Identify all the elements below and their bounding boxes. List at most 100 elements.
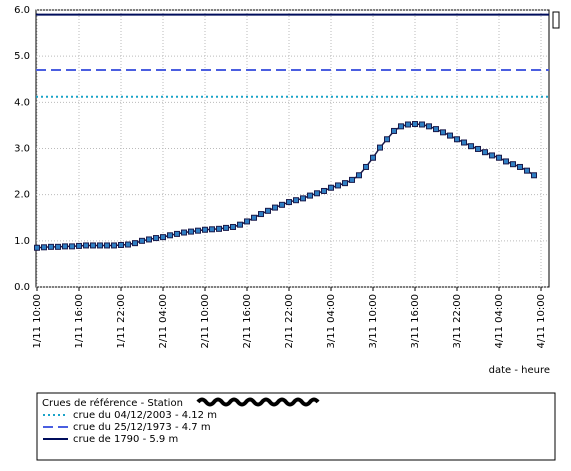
data-point	[328, 184, 334, 191]
data-point	[398, 123, 404, 130]
x-tick-label: 1/11 22:00	[116, 294, 127, 348]
x-tick-label: 3/11 10:00	[368, 294, 379, 348]
y-tick-label: 0.0	[14, 282, 30, 293]
legend-label: crue du 04/12/2003 - 4.12 m	[73, 410, 217, 421]
data-point	[118, 241, 124, 248]
data-point	[125, 241, 131, 248]
x-tick-label: 3/11 22:00	[452, 294, 463, 348]
x-tick-label: 3/11 16:00	[410, 294, 421, 348]
data-point	[279, 201, 285, 208]
data-point	[146, 236, 152, 243]
data-point	[97, 242, 103, 249]
data-point	[377, 144, 383, 151]
data-point	[111, 242, 117, 249]
data-point	[461, 139, 467, 146]
data-point	[69, 243, 75, 250]
x-tick-label: 1/11 16:00	[74, 294, 85, 348]
data-point	[517, 163, 523, 170]
data-point	[440, 129, 446, 136]
legend-label: crue du 25/12/1973 - 4.7 m	[73, 422, 211, 433]
y-tick-label: 3.0	[14, 144, 30, 155]
data-point	[244, 218, 250, 225]
data-point	[195, 227, 201, 234]
y-tick-label: 2.0	[14, 190, 30, 201]
legend-title: Crues de référence - Station	[42, 397, 183, 409]
data-point	[349, 176, 355, 183]
data-point	[188, 228, 194, 235]
data-point	[76, 242, 82, 249]
data-point	[454, 136, 460, 143]
x-tick-label: 4/11 10:00	[536, 294, 547, 348]
data-point	[34, 244, 40, 251]
data-point	[237, 221, 243, 228]
x-tick-label: 3/11 04:00	[326, 294, 337, 348]
data-point	[251, 214, 257, 221]
data-point	[496, 154, 502, 161]
data-point	[286, 199, 292, 206]
data-point	[356, 172, 362, 179]
x-tick-label: 1/11 10:00	[32, 294, 43, 348]
x-tick-label: 2/11 10:00	[200, 294, 211, 348]
data-point	[174, 230, 180, 237]
data-point	[181, 229, 187, 236]
data-point	[391, 127, 397, 134]
data-point	[307, 192, 313, 199]
y-tick-label: 6.0	[14, 5, 30, 16]
data-point	[167, 232, 173, 239]
data-point	[223, 224, 229, 231]
data-point	[426, 123, 432, 130]
data-point	[321, 187, 327, 194]
data-point	[132, 240, 138, 247]
data-point	[468, 143, 474, 150]
data-point	[83, 242, 89, 249]
data-point	[412, 121, 418, 128]
x-tick-label: 4/11 04:00	[494, 294, 505, 348]
data-point	[62, 243, 68, 250]
data-point	[90, 242, 96, 249]
data-point	[384, 136, 390, 143]
clipped-icon	[552, 11, 560, 29]
x-axis-label: date - heure	[489, 365, 550, 376]
y-tick-label: 5.0	[14, 51, 30, 62]
data-point	[370, 154, 376, 161]
data-point	[139, 237, 145, 244]
data-point	[447, 132, 453, 139]
data-point	[272, 204, 278, 211]
x-tick-label: 2/11 22:00	[284, 294, 295, 348]
y-tick-label: 4.0	[14, 97, 30, 108]
data-point	[265, 207, 271, 214]
data-point	[55, 243, 61, 250]
data-point	[531, 172, 537, 179]
data-line	[36, 123, 535, 249]
data-point	[293, 197, 299, 204]
x-tick-label: 2/11 16:00	[242, 294, 253, 348]
data-point	[216, 225, 222, 232]
data-point	[335, 182, 341, 189]
data-point	[524, 167, 530, 174]
data-point	[153, 235, 159, 242]
data-point	[419, 121, 425, 128]
data-point	[258, 211, 264, 218]
data-point	[41, 244, 47, 251]
data-point	[510, 161, 516, 168]
data-point	[104, 242, 110, 249]
data-point	[209, 226, 215, 233]
x-tick-label: 2/11 04:00	[158, 294, 169, 348]
data-point	[433, 126, 439, 133]
data-point	[300, 195, 306, 202]
data-point	[405, 121, 411, 128]
data-point	[202, 226, 208, 233]
legend-box	[36, 392, 556, 461]
data-point	[160, 234, 166, 241]
data-point	[482, 149, 488, 156]
data-point	[503, 158, 509, 165]
data-point	[489, 152, 495, 159]
data-point	[48, 243, 54, 250]
data-point	[363, 163, 369, 170]
legend-label: crue de 1790 - 5.9 m	[73, 434, 178, 445]
data-point	[230, 223, 236, 230]
redacted-scribble	[196, 397, 320, 407]
data-point	[475, 145, 481, 152]
data-point	[314, 190, 320, 197]
